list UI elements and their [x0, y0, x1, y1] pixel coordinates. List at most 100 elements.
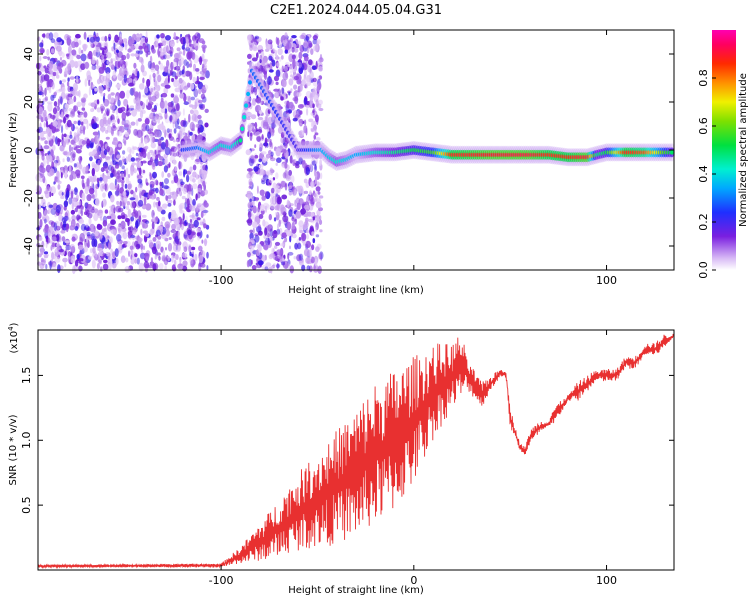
y-tick-label: -40	[22, 237, 35, 255]
noise-blob	[310, 48, 314, 55]
noise-blob	[43, 207, 48, 216]
noise-blob	[174, 120, 179, 129]
noise-blob	[130, 121, 136, 126]
noise-blob	[164, 44, 171, 53]
noise-blob	[110, 97, 115, 103]
noise-blob	[136, 161, 142, 168]
noise-blob	[193, 219, 199, 228]
noise-blob	[183, 135, 189, 141]
noise-blob	[59, 57, 63, 61]
noise-blob	[52, 107, 58, 115]
noise-blob	[299, 259, 304, 266]
noise-blob	[42, 258, 46, 263]
noise-blob	[252, 227, 255, 234]
noise-blob	[78, 244, 84, 251]
noise-blob	[164, 111, 168, 120]
noise-blob	[127, 38, 133, 47]
noise-blob	[262, 254, 266, 263]
noise-blob	[79, 232, 85, 242]
noise-blob	[145, 31, 148, 39]
noise-blob	[48, 60, 54, 68]
noise-blob	[254, 144, 257, 149]
noise-blob	[90, 102, 96, 107]
noise-blob	[172, 106, 175, 116]
x-tick-label: 100	[596, 274, 617, 287]
noise-blob	[73, 163, 77, 168]
noise-blob	[80, 145, 83, 150]
noise-blob	[142, 222, 149, 229]
noise-blob	[80, 49, 84, 54]
noise-blob	[94, 252, 97, 257]
noise-blob	[188, 63, 192, 68]
noise-blob	[89, 156, 93, 162]
noise-blob	[151, 48, 156, 54]
noise-blob	[180, 33, 183, 38]
noise-blob	[47, 56, 50, 61]
noise-blob	[202, 104, 205, 109]
noise-blob	[167, 172, 171, 178]
noise-blob	[191, 113, 197, 121]
noise-blob	[106, 60, 110, 65]
noise-blob	[43, 227, 48, 233]
noise-blob	[189, 206, 193, 210]
noise-blob	[284, 183, 288, 191]
noise-blob	[79, 200, 82, 206]
noise-blob	[103, 259, 108, 264]
noise-blob	[292, 68, 296, 73]
noise-blob	[315, 137, 321, 141]
noise-blob	[163, 185, 170, 189]
noise-blob	[129, 245, 134, 251]
noise-blob	[198, 262, 203, 268]
noise-blob	[150, 195, 157, 200]
noise-blob	[66, 37, 72, 46]
noise-blob	[144, 252, 150, 260]
noise-blob	[116, 131, 123, 137]
noise-blob	[247, 53, 252, 60]
noise-blob	[135, 186, 138, 193]
noise-blob	[169, 128, 172, 133]
noise-blob	[109, 205, 115, 209]
noise-blob	[311, 65, 317, 70]
noise-blob	[106, 125, 113, 133]
tone-core	[242, 115, 247, 120]
y-tick-label: 0	[22, 147, 35, 154]
noise-blob	[175, 254, 179, 260]
noise-blob	[77, 120, 81, 126]
noise-blob	[133, 168, 138, 174]
noise-blob	[145, 124, 150, 132]
colorbar-tick-label: 0.4	[697, 165, 710, 183]
noise-blob	[83, 229, 87, 235]
noise-blob	[292, 97, 299, 102]
noise-blob	[46, 115, 51, 120]
noise-blob	[45, 128, 51, 133]
noise-blob	[318, 219, 323, 225]
noise-blob	[290, 74, 293, 78]
noise-blob	[55, 74, 60, 79]
noise-blob	[178, 160, 181, 170]
noise-blob	[190, 153, 195, 161]
noise-blob	[61, 111, 64, 119]
noise-blob	[314, 132, 319, 136]
noise-blob	[301, 159, 306, 169]
noise-blob	[258, 110, 263, 114]
noise-blob	[137, 70, 140, 79]
noise-blob	[43, 209, 48, 218]
noise-blob	[112, 125, 116, 129]
noise-blob	[57, 68, 62, 72]
noise-blob	[61, 192, 64, 196]
noise-blob	[51, 81, 55, 90]
noise-blob	[170, 93, 175, 98]
noise-blob	[250, 154, 255, 160]
noise-blob	[50, 149, 54, 157]
noise-blob	[186, 95, 190, 102]
noise-blob	[191, 187, 194, 197]
noise-blob	[39, 55, 42, 62]
noise-blob	[125, 257, 129, 263]
noise-blob	[280, 55, 284, 60]
noise-blob	[165, 35, 171, 41]
noise-blob	[259, 59, 262, 64]
noise-blob	[282, 72, 289, 81]
noise-blob	[165, 223, 170, 231]
noise-blob	[122, 202, 126, 207]
noise-blob	[77, 111, 84, 116]
